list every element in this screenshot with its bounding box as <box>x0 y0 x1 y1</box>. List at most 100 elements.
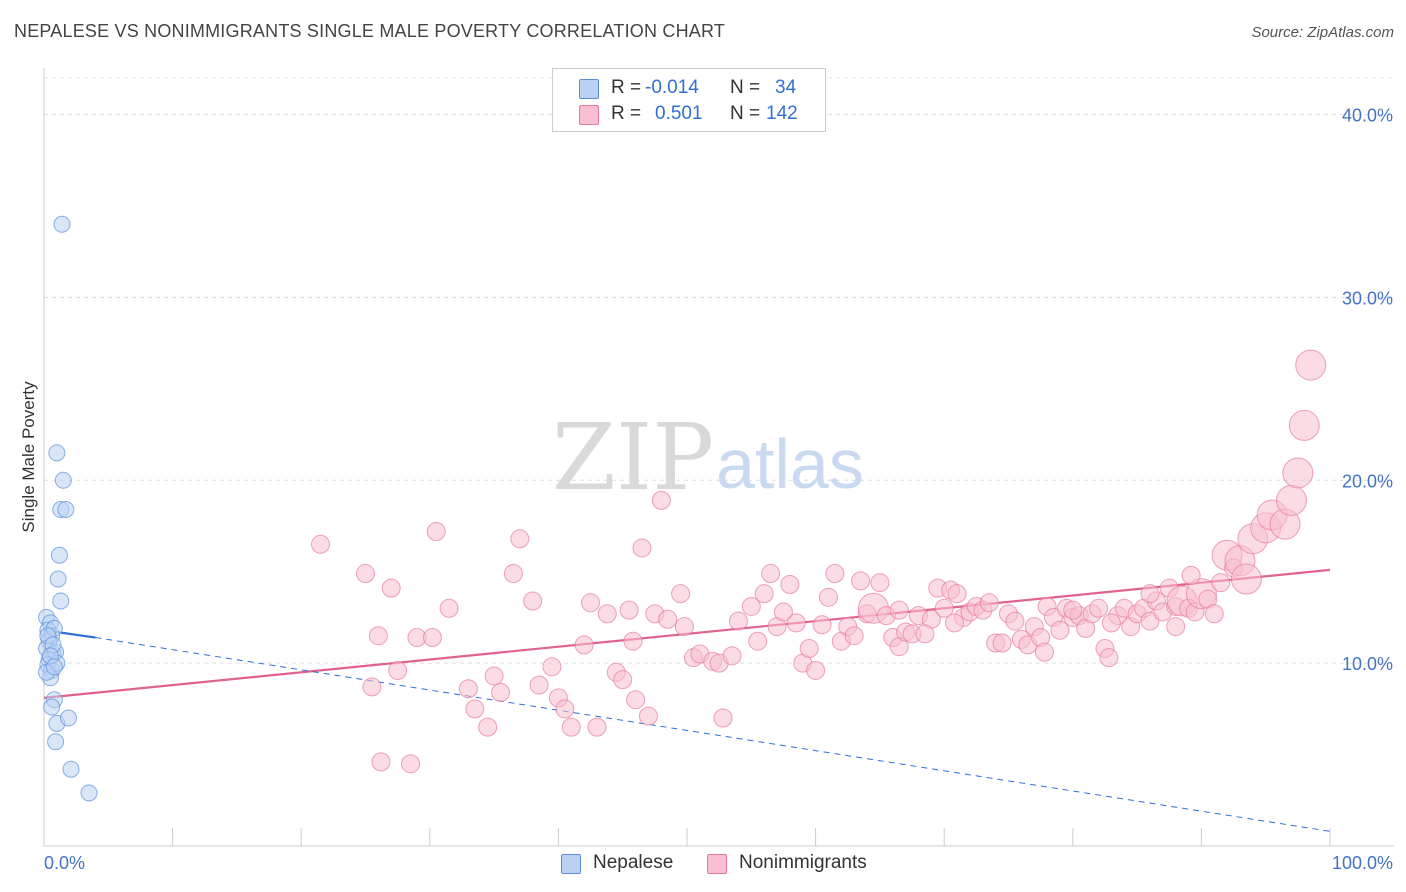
nonimmigrants-point <box>671 584 691 604</box>
nepalese-point <box>43 698 61 716</box>
tick-labels: 10.0% 20.0% 30.0% 40.0% 0.0% 100.0% <box>44 106 1393 873</box>
nonimmigrants-point <box>1295 349 1327 381</box>
nonimmigrants-swatch <box>579 105 599 125</box>
nonimmigrants-point <box>1140 611 1160 631</box>
nonimmigrants-point <box>812 615 832 635</box>
nonimmigrants-point <box>510 529 530 549</box>
nonimmigrants-point <box>934 598 954 618</box>
nonimmigrants-point <box>542 657 562 677</box>
nonimmigrants-point <box>1211 573 1231 593</box>
x-tick-label: 0.0% <box>44 853 85 873</box>
nonimmigrants-point <box>362 677 382 697</box>
watermark-atlas: atlas <box>716 425 864 503</box>
nonimmigrants-point <box>1275 484 1307 516</box>
nonimmigrants-point <box>851 571 871 591</box>
nonimmigrants-point <box>368 626 388 646</box>
nonimmigrants-point <box>1089 598 1109 618</box>
nonimmigrants-point <box>555 699 575 719</box>
r-label: R = <box>611 103 642 124</box>
correlation-legend: R = -0.014 N = 34 R = 0.501 N = 142 <box>552 68 826 132</box>
y-tick-label: 30.0% <box>1342 288 1393 308</box>
data-points <box>38 215 1327 802</box>
r-value-nonimmigrants: 0.501 <box>655 103 703 124</box>
nonimmigrants-point <box>748 631 768 651</box>
nonimmigrants-point <box>825 564 845 584</box>
nonimmigrants-point <box>799 639 819 659</box>
nonimmigrants-point <box>713 708 733 728</box>
nonimmigrants-point <box>658 609 678 629</box>
nonimmigrants-point <box>979 593 999 613</box>
source-credit: Source: ZipAtlas.com <box>1251 24 1394 41</box>
chart-title: NEPALESE VS NONIMMIGRANTS SINGLE MALE PO… <box>14 21 726 41</box>
nepalese-point <box>50 546 68 564</box>
nonimmigrants-point <box>1166 617 1186 637</box>
nonimmigrants-point <box>574 635 594 655</box>
nonimmigrants-point <box>356 564 375 584</box>
nonimmigrants-point <box>1101 613 1121 633</box>
nonimmigrants-point <box>597 604 617 624</box>
nonimmigrants-point <box>773 602 793 622</box>
nonimmigrants-point <box>806 660 826 680</box>
nonimmigrants-point <box>674 617 694 637</box>
nonimmigrants-point <box>870 573 890 593</box>
n-label: N = <box>730 103 761 124</box>
nepalese-swatch <box>561 854 581 874</box>
nonimmigrants-point <box>1050 620 1070 640</box>
y-tick-label: 20.0% <box>1342 471 1393 491</box>
nonimmigrants-point <box>371 752 391 772</box>
nepalese-point <box>80 784 98 802</box>
nonimmigrants-point <box>844 626 864 646</box>
nonimmigrants-point <box>780 575 800 595</box>
n-value-nepalese: 34 <box>775 77 797 98</box>
nonimmigrants-point <box>587 717 607 737</box>
nonimmigrants-point <box>478 717 498 737</box>
nonimmigrants-point <box>638 706 658 726</box>
nonimmigrants-point <box>1181 565 1201 585</box>
r-label: R = <box>611 77 642 98</box>
nonimmigrants-point <box>623 631 643 651</box>
x-tick-label: 100.0% <box>1332 853 1393 873</box>
nonimmigrants-point <box>491 682 511 702</box>
nonimmigrants-point <box>465 699 485 719</box>
nonimmigrants-swatch <box>707 854 727 874</box>
nonimmigrants-point <box>754 584 774 604</box>
nonimmigrants-point <box>889 600 909 620</box>
nonimmigrants-point <box>523 591 543 611</box>
nonimmigrants-point <box>561 717 581 737</box>
nonimmigrants-point <box>422 628 442 648</box>
nepalese-point <box>49 570 67 588</box>
n-label: N = <box>730 77 761 98</box>
nonimmigrants-point <box>1035 642 1055 662</box>
nonimmigrants-point <box>613 670 633 690</box>
nonimmigrants-point <box>1282 457 1314 489</box>
nonimmigrants-point <box>1288 409 1320 441</box>
watermark-zip: ZIP <box>552 404 714 511</box>
nepalese-point <box>62 760 80 778</box>
nonimmigrants-point <box>426 521 446 541</box>
nonimmigrants-point <box>484 666 504 686</box>
nonimmigrants-point <box>818 587 838 607</box>
nonimmigrants-point <box>1063 600 1083 620</box>
nonimmigrants-point <box>581 593 601 613</box>
nonimmigrants-point <box>1140 584 1160 604</box>
nonimmigrants-point <box>632 538 652 558</box>
y-tick-label: 40.0% <box>1342 106 1393 126</box>
nonimmigrants-point <box>381 578 401 598</box>
nonimmigrants-point <box>458 679 478 699</box>
legend-row-nonimmigrants: R = 0.501 N = 142 <box>553 103 825 129</box>
nonimmigrants-point <box>741 596 761 616</box>
nepalese-point <box>47 733 65 751</box>
nonimmigrants-point <box>947 584 967 604</box>
nonimmigrants-point <box>1204 604 1224 624</box>
axes <box>43 68 1394 847</box>
legend-row-nepalese: R = -0.014 N = 34 <box>553 77 825 103</box>
nepalese-point <box>45 658 63 676</box>
nonimmigrants-point <box>944 613 964 633</box>
nepalese-point <box>48 444 66 462</box>
nonimmigrants-point <box>992 633 1012 653</box>
legend-label-nepalese: Nepalese <box>593 852 674 873</box>
nonimmigrants-point <box>439 598 459 618</box>
nonimmigrants-point <box>722 646 742 666</box>
nepalese-point <box>52 592 70 610</box>
